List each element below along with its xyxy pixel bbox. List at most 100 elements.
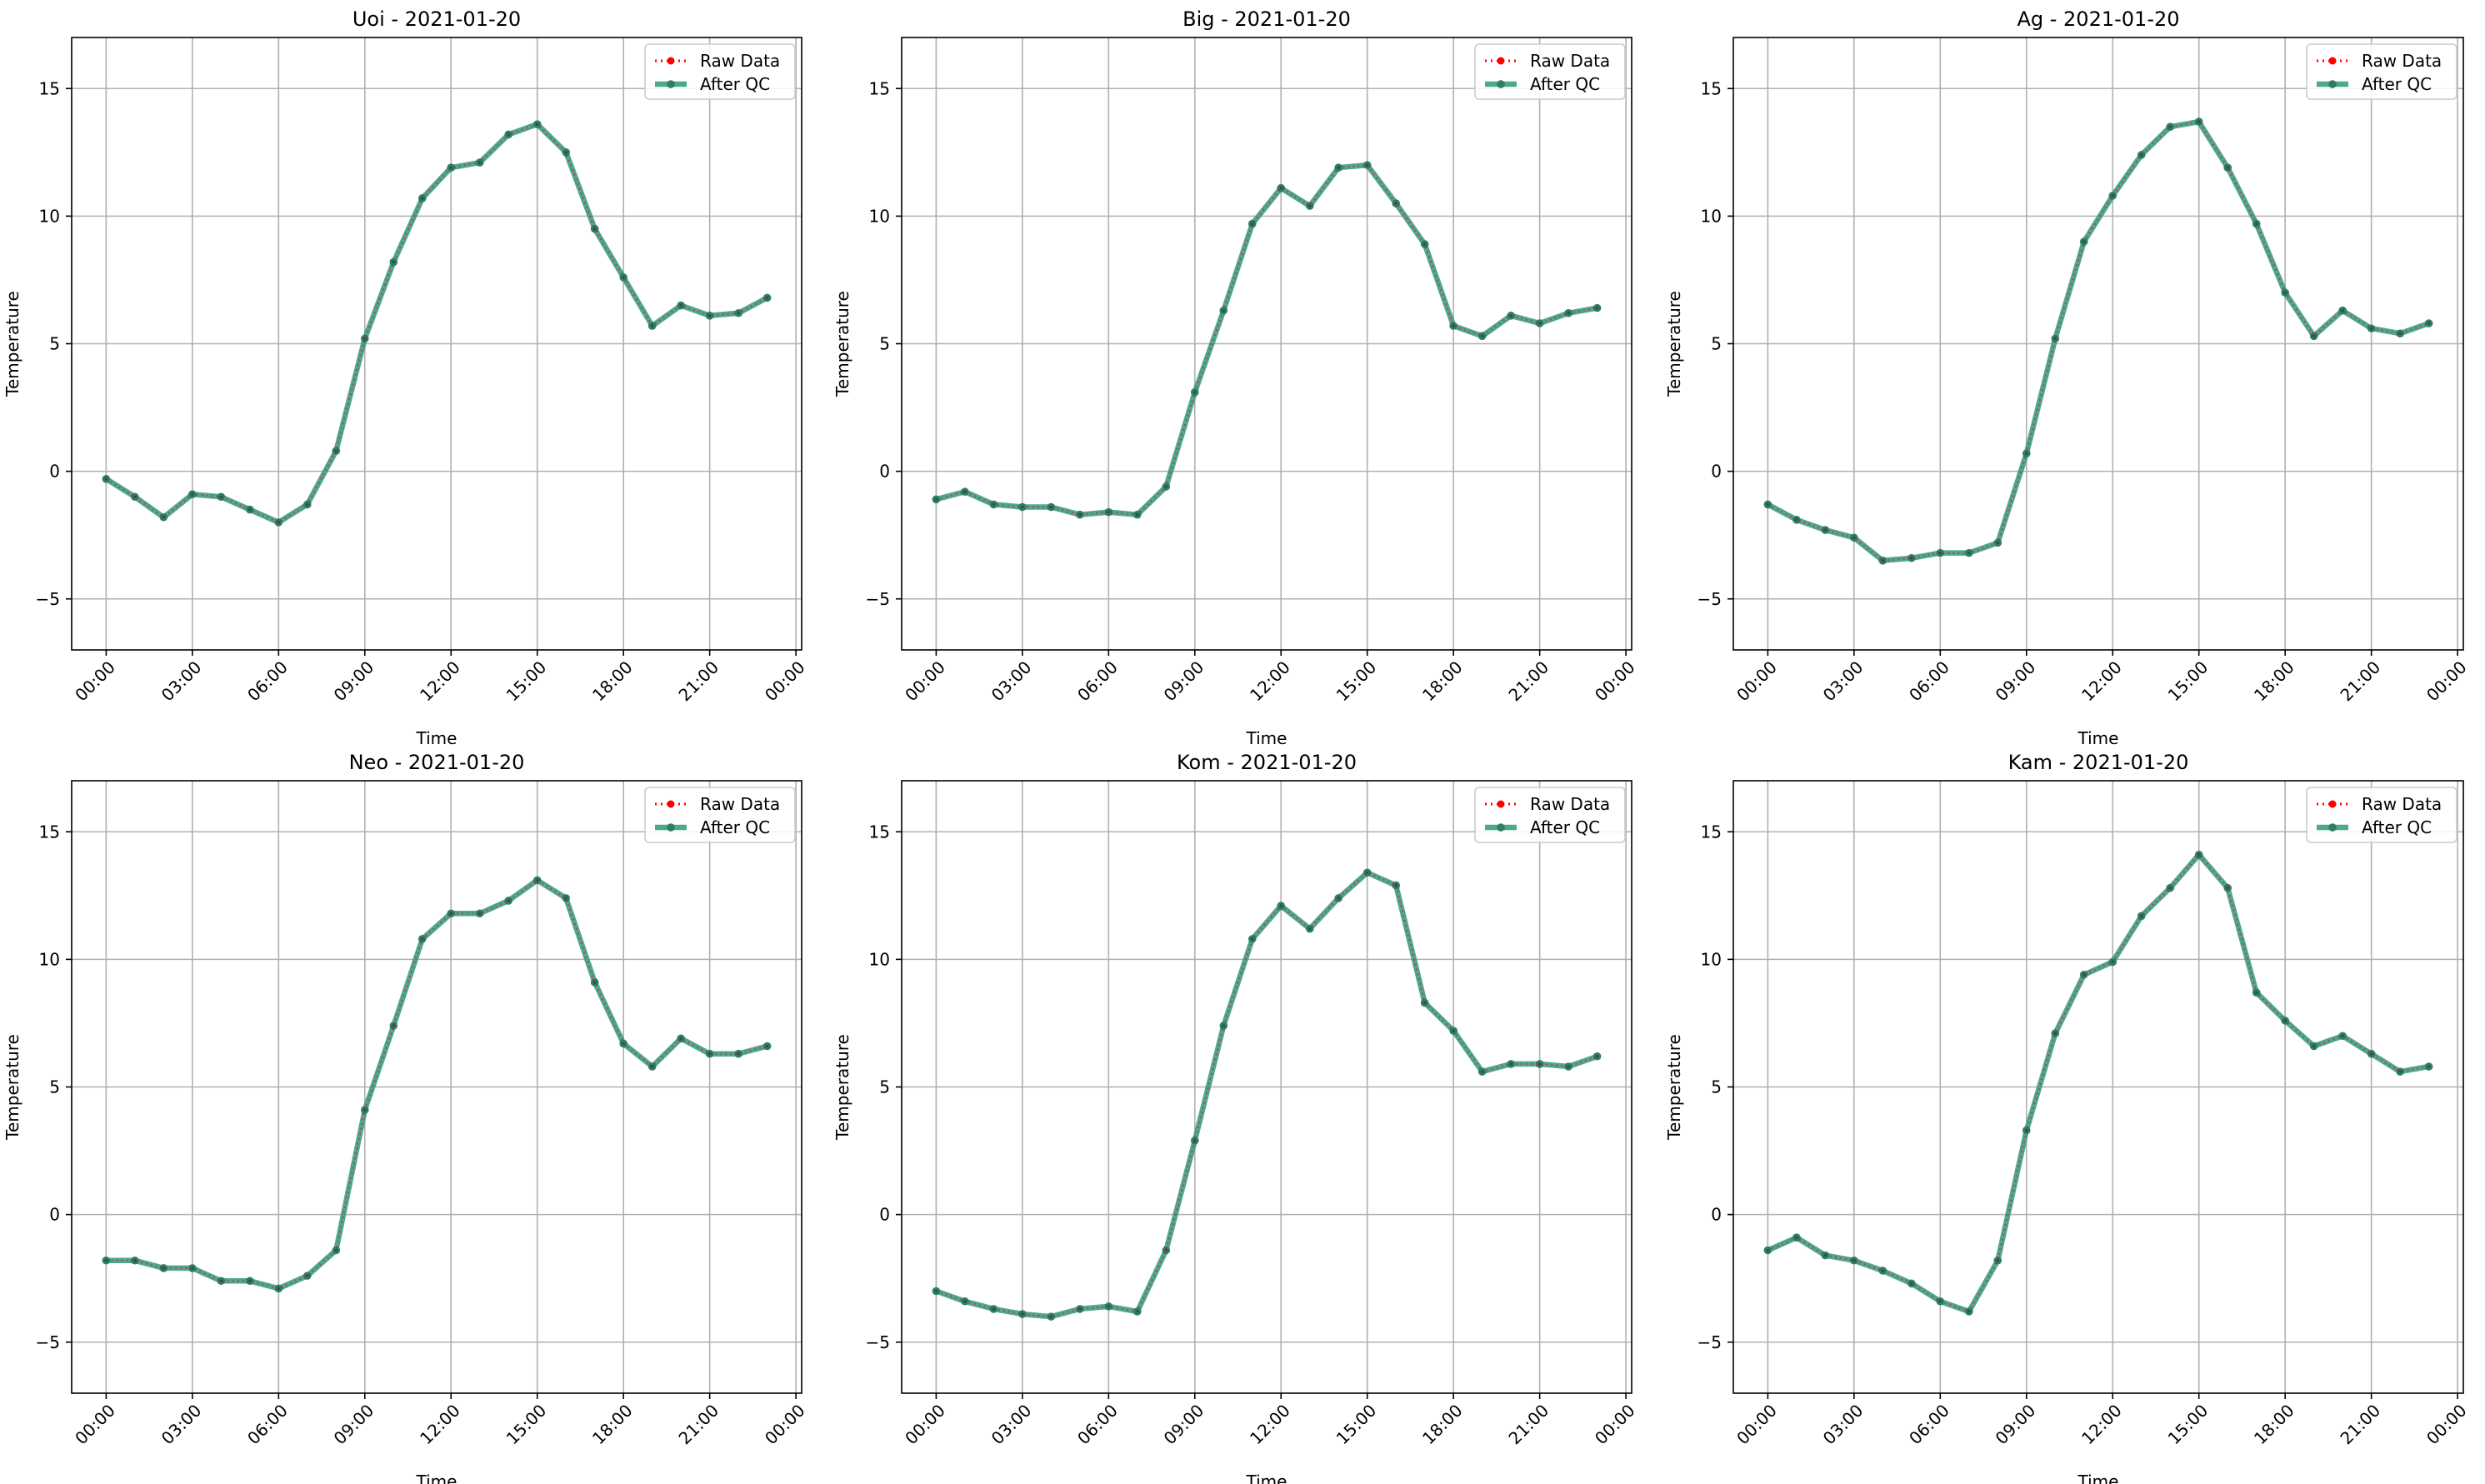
legend-label-after-qc: After QC [700, 74, 770, 94]
data-point-raw-data [1567, 1065, 1570, 1068]
subplot-title: Uoi - 2021-01-20 [352, 7, 521, 31]
data-point-raw-data [1107, 1305, 1111, 1308]
y-tick-label: 10 [869, 206, 890, 226]
x-tick-label: 15:00 [2164, 657, 2212, 706]
legend-marker-raw-data [667, 57, 675, 65]
data-point-raw-data [2226, 166, 2229, 169]
x-tick-label: 12:00 [1246, 657, 1294, 706]
x-tick-label: 03:00 [158, 657, 206, 706]
data-point-raw-data [737, 1052, 740, 1056]
x-tick-label: 03:00 [1819, 1401, 1868, 1449]
x-tick-label: 00:00 [901, 657, 949, 706]
data-point-raw-data [535, 878, 539, 882]
data-point-raw-data [963, 490, 967, 493]
data-point-raw-data [1881, 1269, 1885, 1272]
legend-marker-raw-data [1497, 800, 1505, 808]
data-point-raw-data [1538, 322, 1542, 325]
legend-label-raw-data: Raw Data [1530, 794, 1610, 814]
x-tick-label: 12:00 [2078, 1401, 2126, 1449]
x-tick-label: 09:00 [1992, 657, 2040, 706]
series-line-after-qc [1767, 852, 2430, 1315]
data-point-raw-data [2254, 991, 2258, 994]
subplot-1: −5 0 5 10 15 00:00 03:00 06:00 09:00 12:00 15:00 18… [2, 7, 809, 748]
data-point-raw-data [650, 1065, 654, 1068]
y-axis-label: Temperature [832, 291, 852, 397]
data-point-raw-data [564, 151, 568, 154]
series-line-raw-data [936, 872, 1598, 1318]
data-point-raw-data [478, 161, 482, 164]
data-point-raw-data [1250, 937, 1254, 941]
x-tick-label: 00:00 [2422, 1401, 2471, 1449]
data-point-raw-data [1996, 541, 2000, 545]
y-tick-label: 15 [1701, 822, 1722, 842]
data-point-raw-data [1279, 186, 1283, 190]
data-point-raw-data [1823, 528, 1828, 532]
data-point-raw-data [1250, 222, 1254, 226]
x-tick-label: 03:00 [158, 1401, 206, 1449]
data-point-raw-data [2283, 291, 2287, 295]
legend-label-after-qc: After QC [2362, 817, 2432, 837]
data-point-raw-data [1279, 904, 1283, 907]
data-point-raw-data [622, 276, 625, 279]
data-point-raw-data [2312, 1044, 2316, 1048]
data-point-raw-data [133, 495, 137, 499]
data-point-raw-data [1852, 536, 1856, 540]
data-point-raw-data [2053, 1032, 2058, 1035]
data-point-raw-data [2341, 1034, 2344, 1038]
data-point-raw-data [277, 1287, 281, 1291]
data-point-raw-data [564, 897, 568, 900]
subplot-3: −5 0 5 10 15 00:00 03:00 06:00 09:00 12:00 15:00 18… [1664, 7, 2471, 748]
x-tick-label: 21:00 [2336, 1401, 2384, 1449]
x-axis-label: Time [2078, 728, 2119, 748]
y-tick-label: 0 [879, 1205, 890, 1225]
subplot-4: −5 0 5 10 15 00:00 03:00 06:00 09:00 12:00 15:00 18… [2, 751, 809, 1484]
x-tick-label: 00:00 [1732, 657, 1781, 706]
data-point-raw-data [1422, 1001, 1427, 1005]
y-tick-label: −5 [1698, 589, 1722, 609]
data-point-raw-data [963, 1299, 967, 1303]
data-point-raw-data [1337, 897, 1341, 900]
subplot-title: Neo - 2021-01-20 [349, 751, 525, 774]
y-tick-label: 0 [1711, 462, 1722, 482]
y-tick-label: 0 [49, 1205, 60, 1225]
data-point-raw-data [277, 521, 281, 524]
data-point-raw-data [2398, 332, 2402, 336]
subplot-title: Kom - 2021-01-20 [1177, 751, 1357, 774]
data-point-raw-data [592, 227, 597, 231]
legend-marker-after-qc [667, 80, 675, 88]
legend-label-raw-data: Raw Data [1530, 51, 1610, 71]
data-point-raw-data [133, 1258, 137, 1262]
y-axis-label: Temperature [832, 1034, 852, 1141]
y-axis-label: Temperature [2, 1034, 22, 1141]
x-tick-label: 00:00 [1591, 657, 1639, 706]
data-point-raw-data [2139, 153, 2143, 157]
data-point-raw-data [1337, 166, 1341, 169]
legend: Raw Data After QC [1474, 787, 1626, 843]
data-point-raw-data [992, 502, 996, 507]
x-tick-label: 15:00 [2164, 1401, 2212, 1449]
data-point-raw-data [1938, 551, 1942, 555]
subplot-title: Kam - 2021-01-20 [2008, 751, 2189, 774]
data-point-raw-data [2427, 1065, 2431, 1068]
data-point-raw-data [1107, 510, 1111, 514]
data-point-raw-data [1308, 927, 1312, 931]
x-tick-label: 00:00 [1591, 1401, 1639, 1449]
data-point-raw-data [2111, 960, 2115, 964]
data-point-raw-data [2312, 334, 2316, 338]
series-line-after-qc [935, 870, 1598, 1320]
y-tick-label: 5 [49, 1077, 60, 1097]
data-point-raw-data [1394, 202, 1398, 205]
x-tick-label: 03:00 [1819, 657, 1868, 706]
data-point-raw-data [248, 507, 252, 512]
legend-marker-after-qc [2328, 823, 2337, 832]
data-point-raw-data [2053, 337, 2058, 341]
x-tick-label: 18:00 [1418, 657, 1467, 706]
data-point-raw-data [535, 122, 539, 126]
data-point-raw-data [1509, 314, 1512, 317]
data-point-raw-data [1910, 556, 1913, 560]
series-line-after-qc [106, 877, 768, 1292]
x-tick-label: 09:00 [330, 657, 378, 706]
y-tick-label: 15 [39, 822, 60, 842]
data-point-raw-data [2024, 1128, 2028, 1132]
